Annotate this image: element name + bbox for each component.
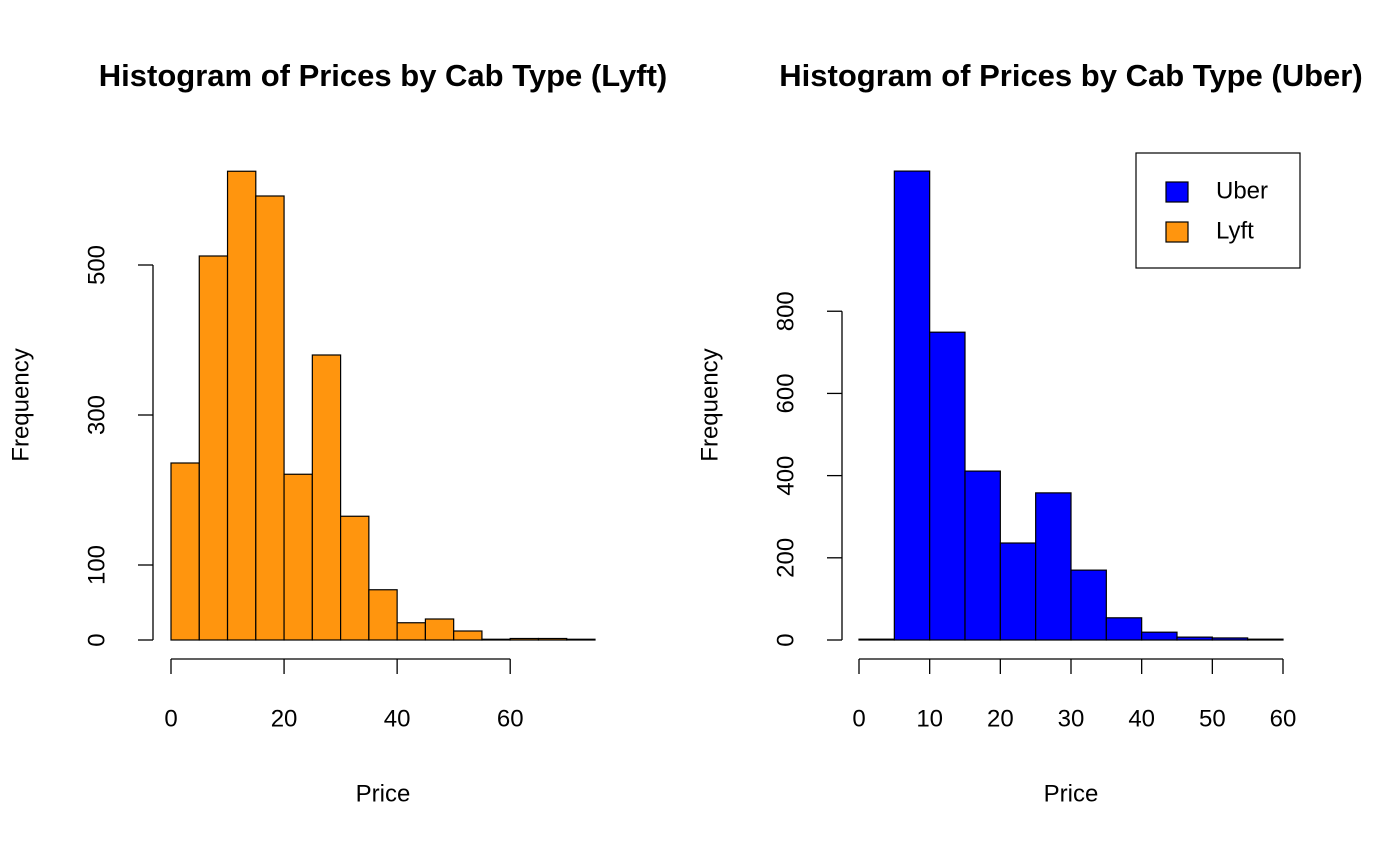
x-tick-label: 40: [1128, 705, 1155, 732]
legend-label: Lyft: [1216, 217, 1254, 244]
panel-background: [689, 0, 1378, 851]
chart-title: Histogram of Prices by Cab Type (Lyft): [99, 58, 667, 93]
bar: [226, 170, 257, 641]
bar: [964, 470, 1001, 641]
bar: [340, 515, 370, 641]
bar: [1176, 636, 1213, 641]
y-axis-title: Frequency: [7, 348, 34, 461]
bar: [999, 542, 1037, 641]
x-tick-label: 30: [1058, 705, 1085, 732]
bar: [481, 638, 511, 641]
x-tick-label: 20: [271, 705, 298, 732]
bar: [424, 618, 455, 641]
x-tick-label: 60: [1270, 705, 1297, 732]
x-tick-label: 0: [852, 705, 865, 732]
y-axis-title: Frequency: [696, 348, 723, 461]
bar: [1141, 631, 1178, 641]
legend-label: Uber: [1216, 177, 1268, 204]
bar: [255, 195, 285, 641]
bar: [1211, 637, 1249, 641]
panel: Histogram of Prices by Cab Type (Lyft) 0 2…: [0, 0, 689, 851]
y-tick-label: 600: [772, 373, 799, 413]
y-tick-label: 800: [772, 291, 799, 331]
x-axis-title: Price: [1044, 780, 1099, 807]
bar: [283, 473, 313, 641]
y-tick-label: 300: [83, 395, 110, 435]
y-tick-label: 100: [83, 545, 110, 585]
bar: [566, 638, 596, 641]
x-axis-title: Price: [356, 780, 411, 807]
x-tick-label: 60: [497, 705, 524, 732]
bar: [893, 170, 931, 641]
panel-background: [0, 0, 689, 851]
legend-swatch: [1165, 181, 1189, 203]
bar: [453, 630, 483, 641]
bar: [858, 638, 895, 641]
bar: [1035, 492, 1072, 641]
bar: [170, 462, 200, 641]
bar: [509, 637, 540, 641]
x-tick-label: 40: [384, 705, 411, 732]
x-tick-label: 10: [916, 705, 943, 732]
x-tick-label: 20: [987, 705, 1014, 732]
bar: [198, 255, 229, 641]
bar: [1105, 617, 1143, 641]
panel: Histogram of Prices by Cab Type (Uber) 0 1…: [689, 0, 1378, 851]
y-tick-label: 200: [772, 538, 799, 578]
x-tick-label: 50: [1199, 705, 1226, 732]
bar: [1247, 638, 1284, 641]
y-tick-label: 0: [772, 633, 799, 646]
y-tick-label: 500: [83, 245, 110, 285]
x-tick-label: 0: [164, 705, 177, 732]
y-tick-label: 0: [83, 633, 110, 646]
bar: [929, 331, 966, 641]
bar: [368, 589, 398, 641]
bar: [311, 354, 342, 641]
chart-title: Histogram of Prices by Cab Type (Uber): [779, 58, 1362, 93]
bar: [396, 622, 426, 641]
legend-box: [1135, 152, 1301, 269]
bar: [537, 637, 568, 641]
y-tick-label: 400: [772, 456, 799, 496]
bar: [1070, 569, 1107, 641]
legend-swatch: [1165, 221, 1189, 243]
